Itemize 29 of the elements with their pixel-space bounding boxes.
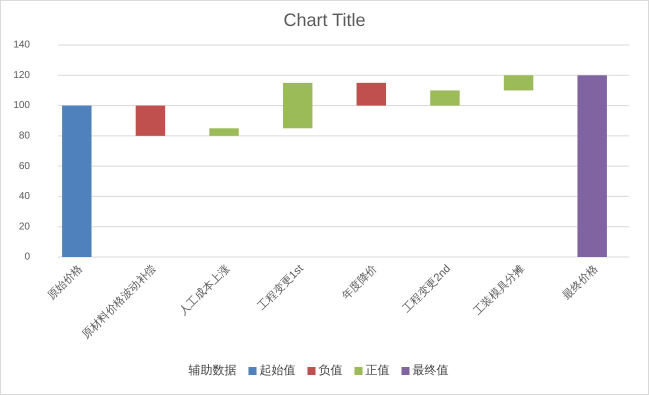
y-tick-label: 0	[24, 252, 30, 263]
bar	[282, 82, 312, 128]
y-tick-label: 80	[18, 130, 30, 142]
legend-title: 辅助数据	[188, 363, 236, 378]
bar	[430, 90, 460, 106]
bar	[62, 106, 92, 257]
bar	[504, 75, 534, 90]
x-tick-label: 工程变更1st	[255, 262, 306, 313]
y-tick-label: 60	[18, 160, 30, 172]
y-tick-label: 140	[13, 40, 30, 51]
y-tick-label: 20	[18, 221, 30, 232]
x-tick-label: 人工成本上涨	[176, 262, 232, 318]
y-tick-label: 120	[13, 70, 30, 81]
y-tick-label: 100	[13, 100, 30, 112]
chart-title: Chart Title	[283, 10, 366, 30]
x-tick-label: 工程变更2nd	[400, 262, 454, 316]
bar	[577, 75, 607, 257]
x-tick-label: 原始价格	[45, 262, 85, 302]
legend-label: 起始值	[260, 363, 296, 378]
x-tick-label: 最终价格	[560, 262, 600, 302]
x-tick-label: 年度降价	[339, 262, 380, 302]
bar	[136, 106, 166, 136]
y-tick-label: 40	[18, 191, 30, 202]
legend-label: 正值	[366, 363, 390, 378]
bar	[209, 128, 239, 136]
bar	[356, 82, 386, 106]
legend-label: 负值	[318, 363, 342, 378]
x-tick-label: 工装模具分摊	[470, 262, 527, 318]
legend-label: 最终值	[412, 363, 448, 378]
